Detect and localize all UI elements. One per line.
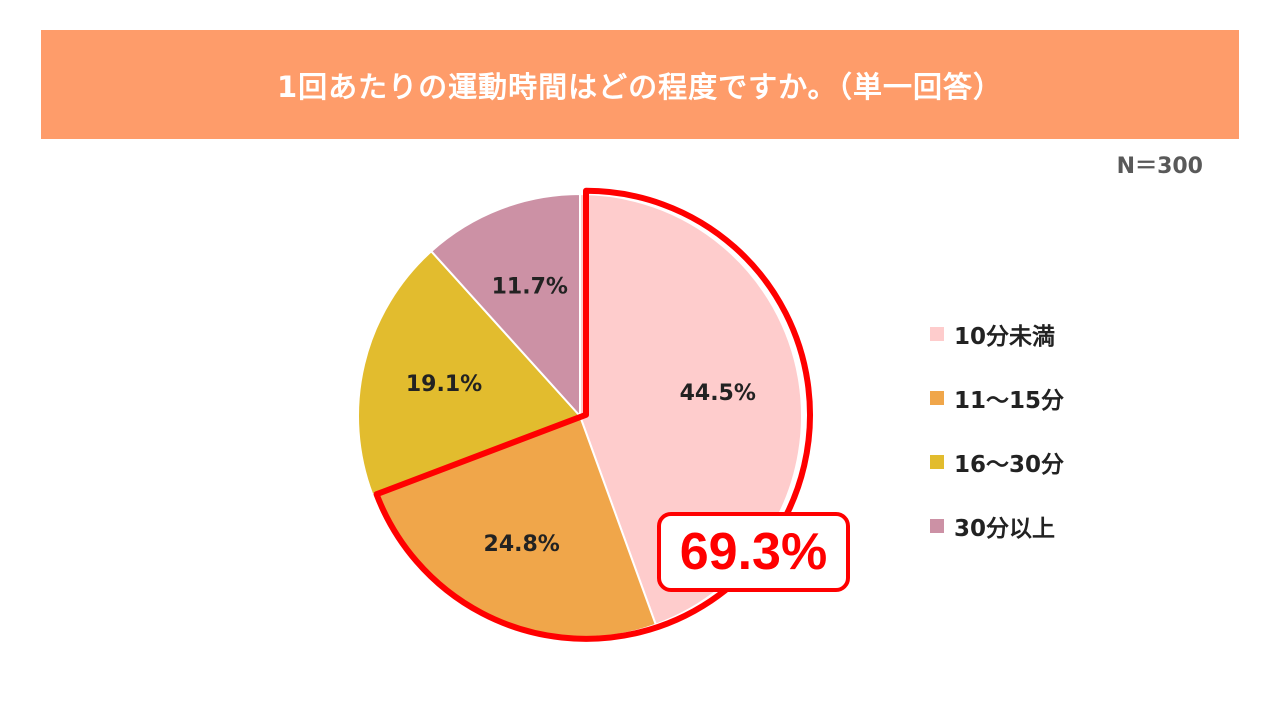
legend-item-4: 30分以上 [930, 494, 1150, 558]
legend-label: 16～30分 [954, 452, 1065, 478]
legend-swatch [930, 391, 944, 405]
slice-value-label-3: 19.1% [406, 372, 482, 397]
legend-item-1: 10分未満 [930, 302, 1150, 366]
chart-legend: 10分未満 11～15分 16～30分 30分以上 [930, 302, 1150, 558]
sample-size-label: N＝300 [1116, 154, 1203, 179]
legend-label: 30分以上 [954, 516, 1056, 542]
legend-label: 10分未満 [954, 324, 1056, 350]
title-banner: 1回あたりの運動時間はどの程度ですか。（単一回答） [41, 30, 1239, 139]
legend-item-2: 11～15分 [930, 366, 1150, 430]
pie-slice-3 [357, 249, 582, 497]
legend-label: 11～15分 [954, 388, 1065, 414]
highlight-callout-box: 69.3% [657, 512, 850, 592]
legend-swatch [930, 519, 944, 533]
slice-value-label-4: 11.7% [492, 274, 568, 299]
chart-title: 1回あたりの運動時間はどの程度ですか。（単一回答） [276, 69, 1004, 104]
legend-swatch [930, 327, 944, 341]
legend-item-3: 16～30分 [930, 430, 1150, 494]
highlight-callout-value: 69.3% [679, 523, 828, 581]
slice-value-label-1: 44.5% [680, 381, 756, 406]
legend-swatch [930, 455, 944, 469]
slice-value-label-2: 24.8% [484, 532, 560, 557]
pie-slice-4 [429, 192, 581, 419]
